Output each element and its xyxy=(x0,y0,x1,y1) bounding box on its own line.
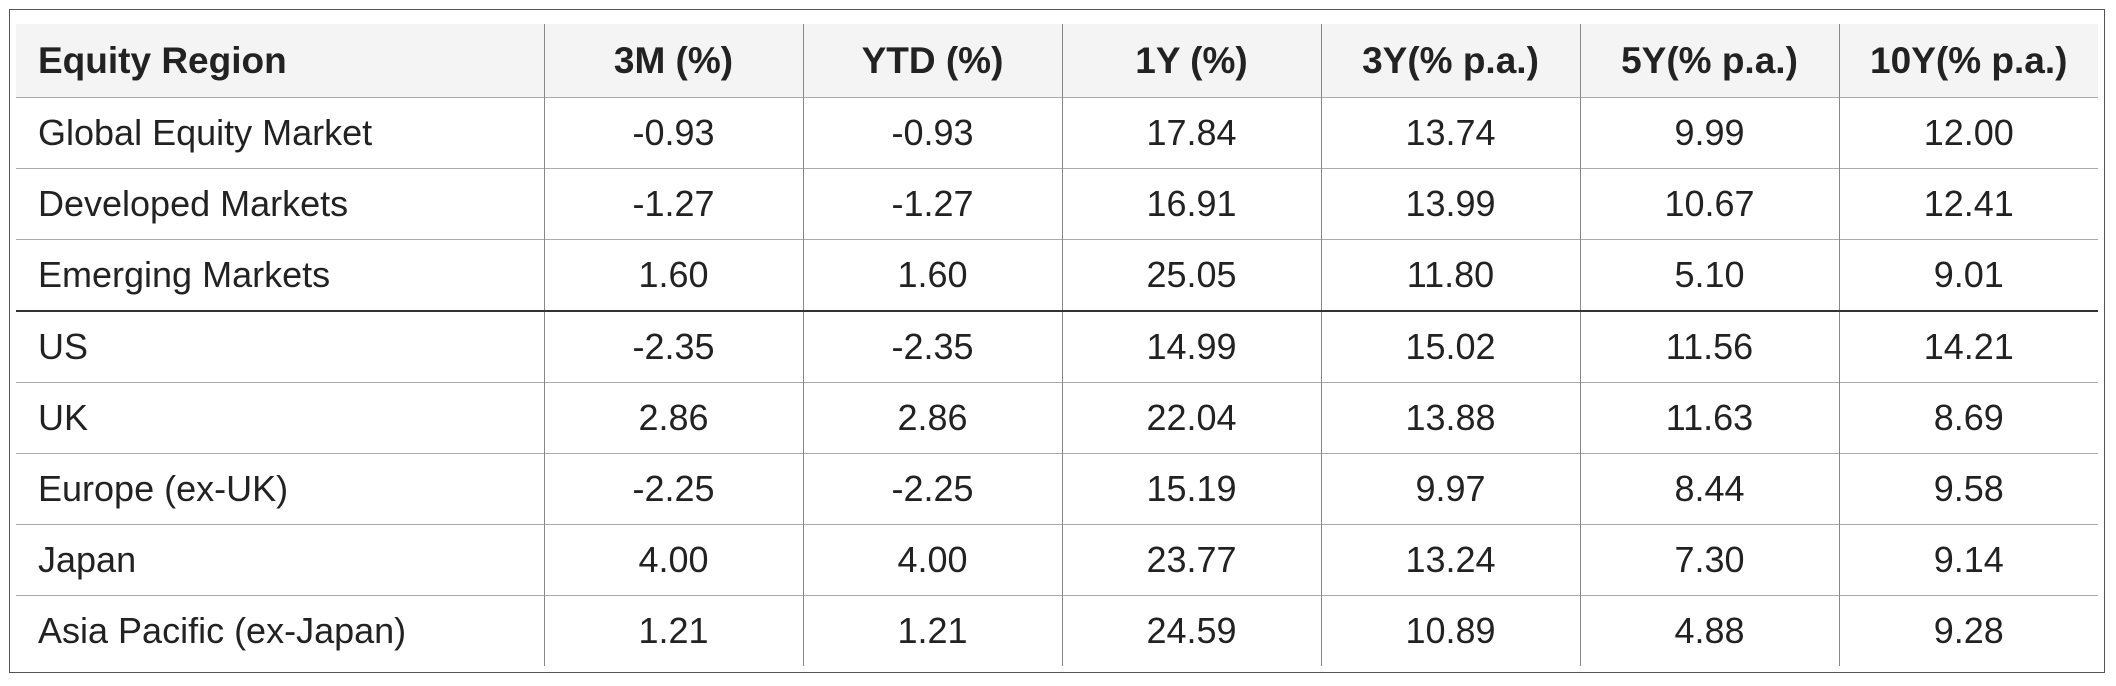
value-cell: 12.00 xyxy=(1838,97,2098,169)
column-header: YTD (%) xyxy=(802,24,1063,98)
value-cell: -2.25 xyxy=(543,453,804,525)
region-cell: Global Equity Market xyxy=(16,97,545,169)
value-cell: 4.88 xyxy=(1579,595,1840,666)
table-row: Emerging Markets 1.60 1.60 25.05 11.80 5.10 9.… xyxy=(16,239,2098,312)
value-cell: -1.27 xyxy=(802,168,1063,240)
value-cell: 8.69 xyxy=(1838,382,2098,454)
value-cell: 9.28 xyxy=(1838,595,2098,666)
value-cell: 13.88 xyxy=(1320,382,1581,454)
value-cell: 9.97 xyxy=(1320,453,1581,525)
value-cell: 8.44 xyxy=(1579,453,1840,525)
table-row: Japan 4.00 4.00 23.77 13.24 7.30 9.14 xyxy=(16,524,2098,596)
table-row: Developed Markets -1.27 -1.27 16.91 13.99 10.… xyxy=(16,168,2098,240)
value-cell: -2.35 xyxy=(802,310,1063,383)
value-cell: -1.27 xyxy=(543,168,804,240)
column-header: 1Y (%) xyxy=(1061,24,1322,98)
header-row: Equity Region 3M (%) YTD (%) 1Y (%) 3Y(% p.a… xyxy=(16,24,2098,98)
value-cell: 4.00 xyxy=(543,524,804,596)
column-header: 3Y(% p.a.) xyxy=(1320,24,1581,98)
column-header: 10Y(% p.a.) xyxy=(1838,24,2098,98)
value-cell: 14.21 xyxy=(1838,310,2098,383)
value-cell: -0.93 xyxy=(543,97,804,169)
value-cell: -0.93 xyxy=(802,97,1063,169)
region-cell: Europe (ex-UK) xyxy=(16,453,545,525)
column-header: Equity Region xyxy=(16,24,545,98)
value-cell: -2.35 xyxy=(543,310,804,383)
value-cell: 13.99 xyxy=(1320,168,1581,240)
table-row: Asia Pacific (ex-Japan) 1.21 1.21 24.59 10.8… xyxy=(16,595,2098,666)
value-cell: 7.30 xyxy=(1579,524,1840,596)
value-cell: 1.60 xyxy=(802,239,1063,312)
value-cell: 25.05 xyxy=(1061,239,1322,312)
value-cell: 13.24 xyxy=(1320,524,1581,596)
value-cell: 9.58 xyxy=(1838,453,2098,525)
value-cell: 12.41 xyxy=(1838,168,2098,240)
region-cell: Emerging Markets xyxy=(16,239,545,312)
table-row: Global Equity Market -0.93 -0.93 17.84 13.74… xyxy=(16,97,2098,169)
value-cell: 14.99 xyxy=(1061,310,1322,383)
region-cell: Asia Pacific (ex-Japan) xyxy=(16,595,545,666)
value-cell: 15.19 xyxy=(1061,453,1322,525)
value-cell: 1.21 xyxy=(543,595,804,666)
value-cell: 10.67 xyxy=(1579,168,1840,240)
column-header: 3M (%) xyxy=(543,24,804,98)
table-row: UK 2.86 2.86 22.04 13.88 11.63 8.69 xyxy=(16,382,2098,454)
value-cell: 11.80 xyxy=(1320,239,1581,312)
value-cell: 11.63 xyxy=(1579,382,1840,454)
value-cell: 17.84 xyxy=(1061,97,1322,169)
value-cell: 24.59 xyxy=(1061,595,1322,666)
region-cell: Japan xyxy=(16,524,545,596)
value-cell: 22.04 xyxy=(1061,382,1322,454)
column-header: 5Y(% p.a.) xyxy=(1579,24,1840,98)
value-cell: 4.00 xyxy=(802,524,1063,596)
region-cell: US xyxy=(16,310,545,383)
value-cell: 9.99 xyxy=(1579,97,1840,169)
table-frame xyxy=(9,9,2105,673)
value-cell: -2.25 xyxy=(802,453,1063,525)
value-cell: 1.60 xyxy=(543,239,804,312)
value-cell: 13.74 xyxy=(1320,97,1581,169)
value-cell: 5.10 xyxy=(1579,239,1840,312)
value-cell: 16.91 xyxy=(1061,168,1322,240)
region-cell: UK xyxy=(16,382,545,454)
value-cell: 15.02 xyxy=(1320,310,1581,383)
table-row: Europe (ex-UK) -2.25 -2.25 15.19 9.97 8.44 9.5… xyxy=(16,453,2098,525)
value-cell: 2.86 xyxy=(543,382,804,454)
value-cell: 23.77 xyxy=(1061,524,1322,596)
value-cell: 9.01 xyxy=(1838,239,2098,312)
region-cell: Developed Markets xyxy=(16,168,545,240)
value-cell: 10.89 xyxy=(1320,595,1581,666)
value-cell: 11.56 xyxy=(1579,310,1840,383)
returns-table: Equity Region 3M (%) YTD (%) 1Y (%) 3Y(% p.a… xyxy=(16,24,2098,666)
table-row: US -2.35 -2.35 14.99 15.02 11.56 14.21 xyxy=(16,310,2098,383)
value-cell: 1.21 xyxy=(802,595,1063,666)
value-cell: 9.14 xyxy=(1838,524,2098,596)
value-cell: 2.86 xyxy=(802,382,1063,454)
